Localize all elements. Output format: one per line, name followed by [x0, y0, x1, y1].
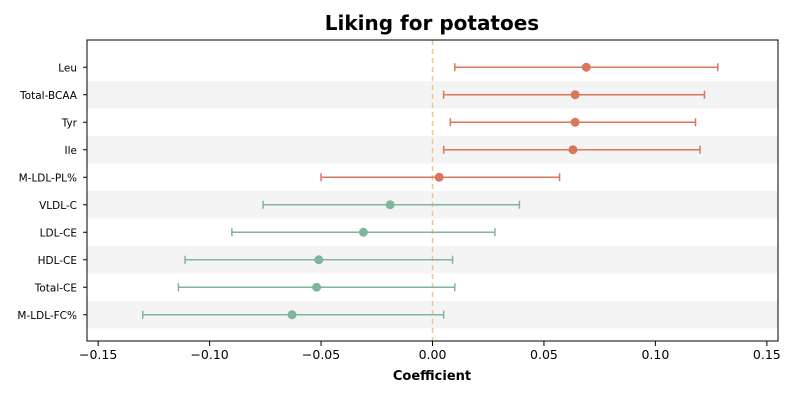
y-axis: Leu Total-BCAA Tyr Ile M-LDL-PL% VLDL-C LDL-CE… [17, 62, 87, 322]
y-tick-label: Tyr [61, 117, 78, 129]
x-tick-label: 0.10 [641, 347, 669, 362]
x-axis: −0.15 −0.10 −0.05 0.00 0.05 0.10 0.15 [79, 341, 781, 362]
point-estimate [385, 200, 395, 210]
point-estimate [287, 310, 297, 320]
point-estimate [358, 227, 368, 237]
plot-marks [141, 62, 719, 320]
x-tick-label: −0.15 [79, 347, 117, 362]
x-tick-label: 0.00 [419, 347, 447, 362]
y-tick-label: M-LDL-PL% [19, 172, 77, 184]
x-tick-label: −0.05 [302, 347, 340, 362]
point-estimate [570, 117, 580, 127]
y-tick-label: Ile [65, 145, 77, 157]
chart-title: Liking for potatoes [325, 11, 539, 35]
point-estimate [581, 62, 591, 72]
y-tick-label: VLDL-C [39, 200, 77, 212]
point-estimate [312, 282, 322, 292]
y-tick-label: HDL-CE [38, 255, 77, 267]
y-tick-label: M-LDL-FC% [17, 310, 77, 322]
point-estimate [434, 172, 444, 182]
y-tick-label: LDL-CE [40, 227, 77, 239]
y-tick-label: Total-BCAA [19, 90, 78, 102]
x-tick-label: −0.10 [190, 347, 228, 362]
x-tick-label: 0.15 [753, 347, 781, 362]
y-tick-label: Total-CE [34, 282, 77, 294]
point-estimate [570, 90, 580, 100]
point-estimate [568, 145, 578, 155]
y-tick-label: Leu [58, 62, 77, 74]
point-estimate [314, 255, 324, 265]
x-tick-label: 0.05 [530, 347, 558, 362]
x-axis-label: Coefficient [393, 369, 471, 384]
